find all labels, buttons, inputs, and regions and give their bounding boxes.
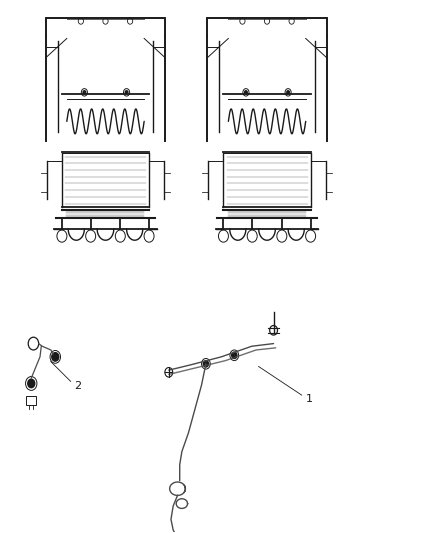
Circle shape xyxy=(245,91,247,94)
Bar xyxy=(26,396,36,405)
Circle shape xyxy=(287,91,290,94)
Circle shape xyxy=(83,91,86,94)
Text: 1: 1 xyxy=(306,394,313,405)
Circle shape xyxy=(203,361,208,367)
Text: 2: 2 xyxy=(74,381,81,391)
Circle shape xyxy=(125,91,128,94)
Circle shape xyxy=(28,379,35,387)
Circle shape xyxy=(52,353,59,361)
Circle shape xyxy=(232,352,237,359)
